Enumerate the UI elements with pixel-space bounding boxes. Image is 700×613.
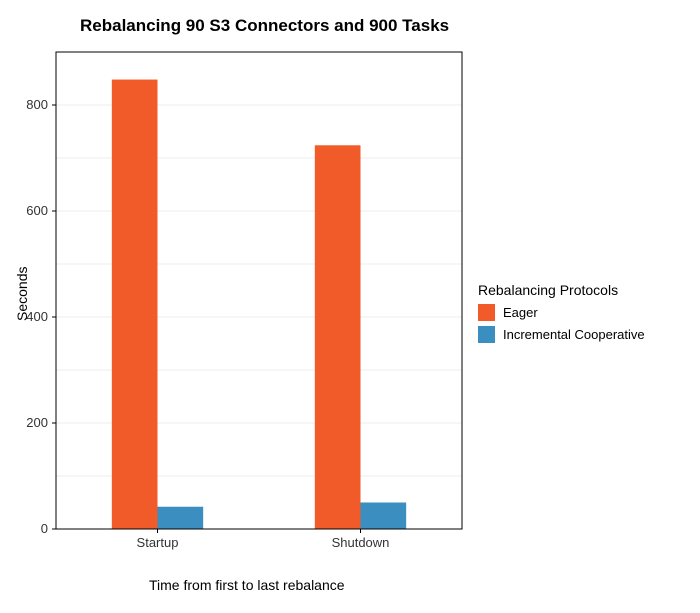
legend-label: Eager [503,305,538,320]
y-axis-label: Seconds [14,266,30,320]
svg-text:Startup: Startup [137,535,179,550]
bar [315,145,361,529]
svg-text:600: 600 [26,203,48,218]
legend-label: Incremental Cooperative [503,327,645,342]
bar [112,80,158,529]
legend-swatch [478,304,495,321]
bar [158,507,204,529]
svg-text:800: 800 [26,97,48,112]
legend-title: Rebalancing Protocols [478,282,618,298]
bar [361,503,407,530]
legend-item: Incremental Cooperative [478,326,645,343]
chart-container: Rebalancing 90 S3 Connectors and 900 Tas… [0,0,700,613]
legend-swatch [478,326,495,343]
svg-text:0: 0 [41,521,48,536]
chart-plot: 0200400600800StartupShutdown [0,0,700,613]
x-axis-label: Time from first to last rebalance [149,577,345,593]
svg-text:Shutdown: Shutdown [332,535,390,550]
legend-item: Eager [478,304,538,321]
svg-text:200: 200 [26,415,48,430]
